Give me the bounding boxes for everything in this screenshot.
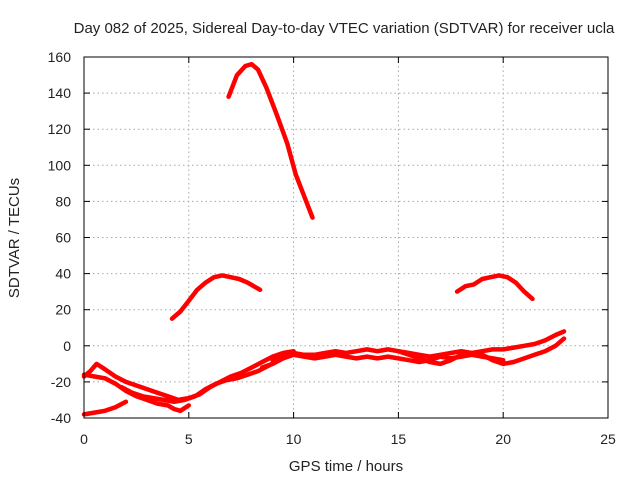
series-layer <box>81 61 567 417</box>
series-arc-mid-right <box>454 273 535 302</box>
x-tick-label: 15 <box>391 431 407 447</box>
grid-layer <box>84 57 608 418</box>
x-axis-title: GPS time / hours <box>289 458 403 475</box>
y-tick-label: -40 <box>51 410 71 426</box>
series-arc-mid-left <box>169 273 263 321</box>
x-tick-label: 5 <box>185 431 193 447</box>
y-axis-title: SDTVAR / TECUs <box>6 178 23 298</box>
y-tick-label: 160 <box>48 49 72 65</box>
x-tick-label: 20 <box>495 431 511 447</box>
y-tick-label: 80 <box>55 193 71 209</box>
y-tick-label: 40 <box>55 266 71 282</box>
x-tick-label: 25 <box>600 431 616 447</box>
x-tick-label: 0 <box>80 431 88 447</box>
y-tick-label: 60 <box>55 230 71 246</box>
y-tick-label: 20 <box>55 302 71 318</box>
series-track-a <box>81 399 129 417</box>
y-tick-label: -20 <box>51 374 71 390</box>
chart-title: Day 082 of 2025, Sidereal Day-to-day VTE… <box>74 20 615 37</box>
y-tick-label: 140 <box>48 85 72 101</box>
tick-layer: 0 5 10 15 20 25 -40 -20 0 20 40 60 80 100 120 140 160 <box>48 49 616 447</box>
x-tick-label: 10 <box>286 431 302 447</box>
y-tick-label: 0 <box>63 338 71 354</box>
series-track-g <box>396 336 567 367</box>
series-track-e <box>270 329 567 363</box>
y-tick-label: 120 <box>48 121 72 137</box>
series-arc-high <box>226 61 315 220</box>
y-tick-label: 100 <box>48 157 72 173</box>
